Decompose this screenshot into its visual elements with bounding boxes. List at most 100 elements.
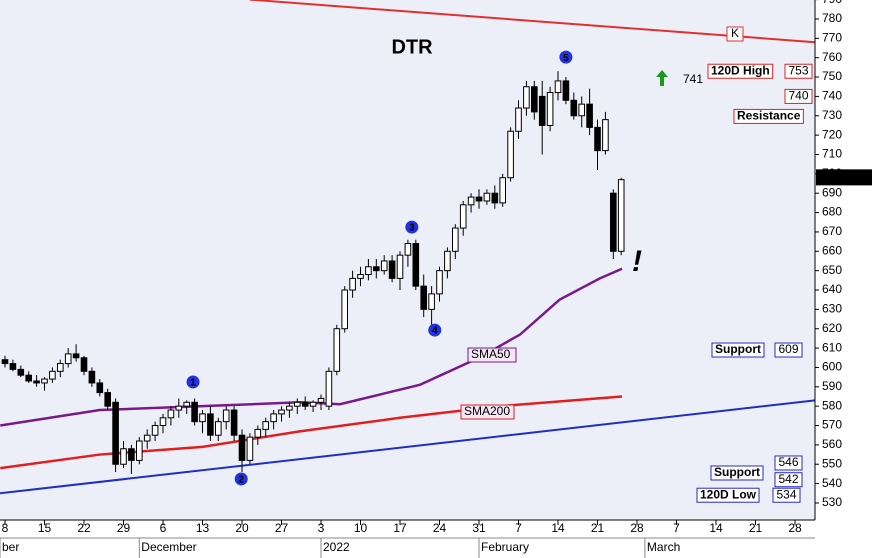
- month-label: 2022: [323, 540, 350, 554]
- y-tick-label: 790: [822, 0, 842, 6]
- level-name-box: [707, 63, 774, 79]
- candle-body: [294, 401, 301, 407]
- wave-label: 1: [190, 378, 196, 389]
- candle-body: [388, 260, 396, 279]
- x-tick-label: 20: [235, 521, 249, 535]
- y-tick-label: 590: [822, 379, 842, 393]
- x-tick-label: 7: [515, 521, 522, 535]
- wave-marker: [428, 323, 442, 337]
- month-label: ber: [2, 540, 19, 554]
- legend-box: [460, 404, 515, 420]
- candle-body: [380, 260, 388, 272]
- wave-label: 3: [409, 223, 415, 234]
- y-tick-label: 720: [822, 127, 842, 141]
- y-tick-label: 760: [822, 50, 842, 64]
- level-value-box: [774, 472, 803, 488]
- month-label: March: [647, 540, 680, 554]
- candle-body: [230, 409, 238, 436]
- candle-body: [404, 243, 412, 256]
- last-price-box: [816, 169, 872, 186]
- candle-body: [270, 413, 277, 423]
- candle-body: [254, 428, 262, 438]
- candle-body: [9, 363, 17, 370]
- month-label: December: [141, 540, 196, 554]
- candle-body: [554, 80, 562, 94]
- candle-body: [610, 192, 617, 252]
- level-value: 534: [776, 487, 796, 501]
- y-tick-label: 570: [822, 418, 842, 432]
- x-tick-label: 14: [709, 521, 723, 535]
- candle-body: [278, 409, 285, 415]
- level-value: 546: [778, 455, 798, 469]
- candle-body: [207, 413, 214, 436]
- candle-body: [238, 434, 246, 461]
- candle-body: [41, 378, 48, 384]
- trendline: [0, 399, 816, 495]
- trendline-name: K: [731, 26, 739, 40]
- trendline: [249, 0, 816, 44]
- candle-body: [199, 413, 206, 423]
- candle-body: [617, 179, 625, 252]
- candle-body: [515, 107, 522, 132]
- level-value-box: [784, 63, 813, 79]
- level-name: 120D Low: [700, 487, 757, 501]
- x-tick-label: 8: [2, 521, 9, 535]
- wave-label: 5: [563, 53, 569, 64]
- y-tick-label: 650: [822, 263, 842, 277]
- wave-marker: [234, 472, 248, 486]
- candle-body: [215, 421, 222, 436]
- y-tick-label: 610: [822, 340, 842, 354]
- y-tick-label: 560: [822, 437, 842, 451]
- candle-body: [175, 405, 183, 411]
- candle-body: [483, 192, 491, 202]
- y-tick-label: 660: [822, 243, 842, 257]
- candle-body: [191, 401, 198, 423]
- y-tick-label: 670: [822, 224, 842, 238]
- candle-body: [594, 126, 601, 152]
- sma-line: [0, 267, 623, 427]
- level-value-box: [772, 487, 801, 503]
- legend-label: SMA200: [464, 404, 510, 418]
- candle-body: [349, 277, 356, 291]
- candle-body: [246, 436, 254, 461]
- candle-body: [143, 434, 151, 442]
- label-box: [726, 26, 744, 42]
- x-tick-label: 28: [630, 521, 644, 535]
- x-tick-label: 13: [196, 521, 210, 535]
- x-tick-label: 6: [160, 521, 167, 535]
- candle-body: [475, 196, 483, 202]
- candle-body: [88, 370, 96, 384]
- wave-marker: [559, 50, 573, 64]
- level-value-box: [784, 88, 813, 104]
- legend-box: [467, 347, 517, 363]
- wave-marker: [405, 220, 419, 234]
- x-tick-label: 10: [354, 521, 368, 535]
- wave-label: 4: [432, 326, 438, 337]
- target-value: 741: [683, 72, 703, 86]
- candle-body: [365, 266, 372, 276]
- candle-body: [444, 250, 451, 272]
- level-name-box: [733, 108, 804, 124]
- candle-body: [578, 103, 586, 117]
- trendline-label: K: [726, 26, 744, 42]
- level-name-box: [711, 342, 765, 358]
- candle-body: [538, 95, 546, 126]
- x-tick-label: 22: [77, 521, 91, 535]
- candle-body: [17, 368, 25, 376]
- level-value: 542: [778, 472, 798, 486]
- candle-body: [64, 353, 72, 365]
- candle-body: [72, 353, 80, 359]
- axis-background: [815, 0, 872, 558]
- level-name: Resistance: [737, 109, 801, 123]
- candle-body: [436, 270, 443, 295]
- annotation: !: [632, 245, 642, 278]
- legend-label: SMA50: [471, 347, 511, 361]
- candle-body: [183, 401, 191, 407]
- target-arrow: [656, 70, 668, 86]
- y-tick-label: 550: [822, 456, 842, 470]
- x-tick-label: 28: [788, 521, 802, 535]
- wave-label: 2: [238, 475, 244, 486]
- candle-body: [159, 417, 167, 427]
- y-tick-label: 740: [822, 89, 842, 103]
- candle-body: [301, 401, 309, 407]
